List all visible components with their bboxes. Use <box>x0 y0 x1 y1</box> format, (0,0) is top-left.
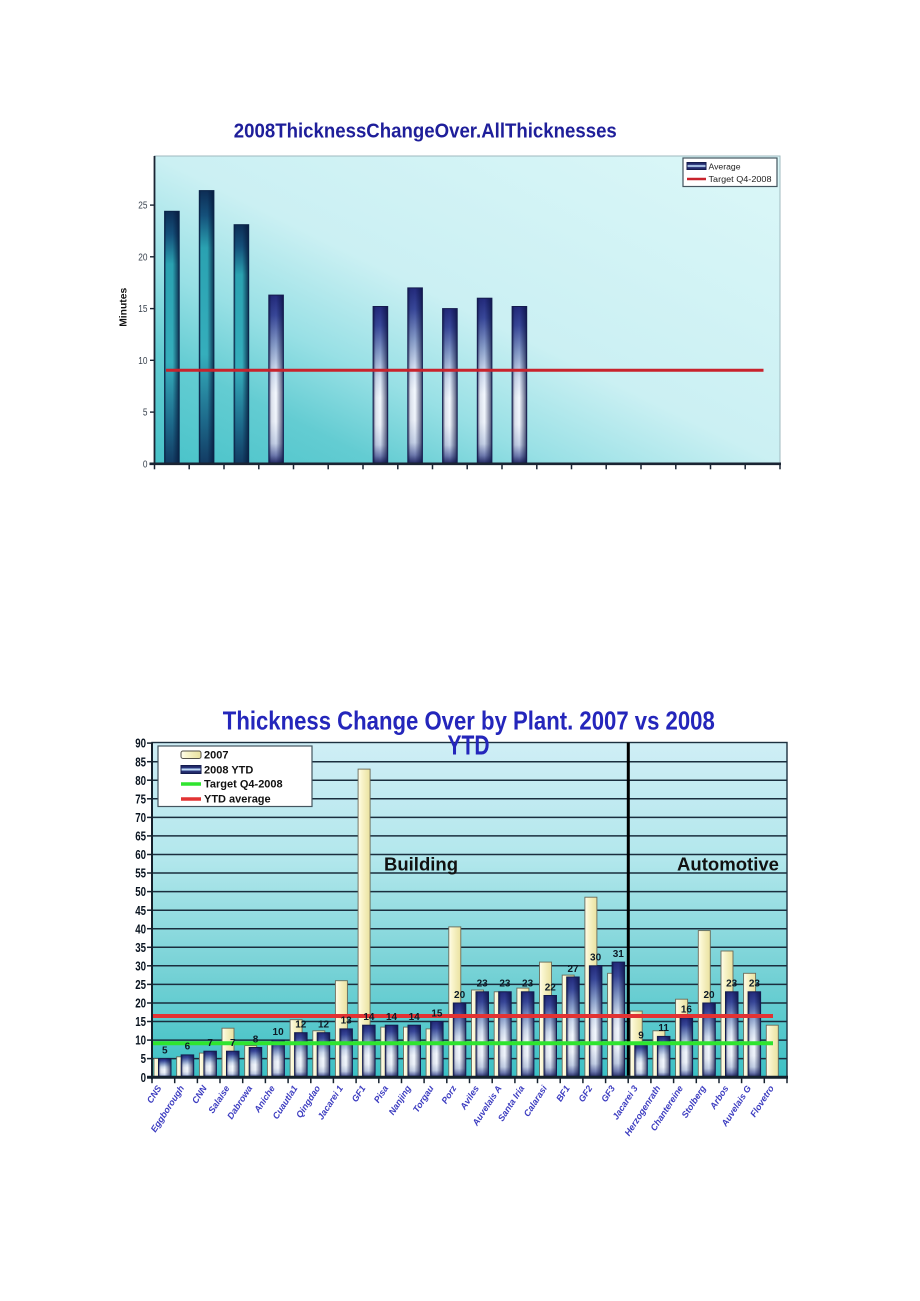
svg-text:14: 14 <box>386 1012 398 1023</box>
svg-text:Target Q4-2008: Target Q4-2008 <box>204 779 283 791</box>
svg-text:15: 15 <box>135 1014 146 1029</box>
svg-text:27: 27 <box>567 964 579 975</box>
svg-text:Aviles: Aviles <box>458 1084 481 1113</box>
svg-text:5: 5 <box>141 1051 146 1066</box>
svg-text:2008 YTD: 2008 YTD <box>204 765 253 777</box>
svg-text:Automotive: Automotive <box>677 855 779 875</box>
svg-text:10: 10 <box>273 1027 285 1038</box>
svg-text:GF3: GF3 <box>599 1084 617 1104</box>
svg-text:20: 20 <box>135 996 146 1011</box>
svg-text:20: 20 <box>703 990 715 1001</box>
svg-text:23: 23 <box>499 979 511 990</box>
svg-text:85: 85 <box>135 754 146 769</box>
svg-text:5: 5 <box>143 408 148 419</box>
svg-text:90: 90 <box>135 736 146 751</box>
svg-text:15: 15 <box>431 1008 443 1019</box>
svg-text:Calarasi: Calarasi <box>522 1083 550 1118</box>
svg-text:Porz: Porz <box>439 1083 458 1105</box>
svg-text:Target Q4-2008: Target Q4-2008 <box>709 175 773 184</box>
svg-text:35: 35 <box>135 940 146 955</box>
svg-text:10: 10 <box>135 1033 146 1048</box>
svg-text:23: 23 <box>522 979 534 990</box>
svg-text:14: 14 <box>409 1012 421 1023</box>
svg-text:25: 25 <box>135 977 146 992</box>
svg-text:31: 31 <box>613 949 625 960</box>
svg-text:20: 20 <box>454 990 466 1001</box>
svg-text:Average: Average <box>709 163 742 172</box>
svg-text:Building: Building <box>384 855 458 875</box>
svg-text:20: 20 <box>138 252 148 263</box>
svg-text:2008ThicknessChangeOver.AllThi: 2008ThicknessChangeOver.AllThicknesses <box>234 121 617 143</box>
svg-text:11: 11 <box>658 1023 669 1034</box>
svg-text:CNS: CNS <box>145 1084 164 1105</box>
svg-text:YTD average: YTD average <box>204 794 271 806</box>
svg-text:Arbos: Arbos <box>707 1084 730 1112</box>
svg-text:23: 23 <box>749 979 761 990</box>
svg-text:6: 6 <box>185 1042 191 1053</box>
svg-text:13: 13 <box>341 1016 353 1027</box>
svg-text:70: 70 <box>135 810 146 825</box>
svg-text:YTD: YTD <box>448 730 490 761</box>
svg-text:Minutes: Minutes <box>119 287 130 326</box>
svg-text:Pisa: Pisa <box>372 1084 390 1105</box>
svg-text:45: 45 <box>135 903 146 918</box>
svg-text:7: 7 <box>207 1038 213 1049</box>
svg-text:30: 30 <box>135 958 146 973</box>
svg-text:GF1: GF1 <box>350 1084 368 1104</box>
svg-text:9: 9 <box>638 1031 644 1042</box>
svg-text:10: 10 <box>138 356 148 367</box>
svg-text:75: 75 <box>135 791 146 806</box>
svg-text:25: 25 <box>138 201 148 212</box>
svg-text:55: 55 <box>135 866 146 881</box>
svg-text:8: 8 <box>253 1034 259 1045</box>
svg-text:22: 22 <box>545 982 557 993</box>
svg-text:Torgau: Torgau <box>411 1083 436 1114</box>
svg-text:23: 23 <box>726 979 738 990</box>
svg-text:GF2: GF2 <box>576 1084 594 1104</box>
svg-text:Thickness Change Over by Plant: Thickness Change Over by Plant. 2007 vs … <box>223 706 715 736</box>
svg-text:2007: 2007 <box>204 750 228 762</box>
svg-text:12: 12 <box>318 1020 330 1031</box>
svg-text:12: 12 <box>295 1020 307 1031</box>
svg-text:65: 65 <box>135 829 146 844</box>
svg-text:80: 80 <box>135 773 146 788</box>
svg-text:7: 7 <box>230 1038 236 1049</box>
svg-text:40: 40 <box>135 921 146 936</box>
svg-text:BF1: BF1 <box>554 1084 572 1104</box>
svg-text:CNN: CNN <box>190 1083 209 1105</box>
svg-text:0: 0 <box>143 459 148 470</box>
svg-text:16: 16 <box>681 1005 693 1016</box>
svg-text:23: 23 <box>477 979 489 990</box>
svg-text:5: 5 <box>162 1045 168 1056</box>
svg-text:Nanjing: Nanjing <box>387 1083 414 1117</box>
svg-text:60: 60 <box>135 847 146 862</box>
svg-text:0: 0 <box>141 1070 146 1085</box>
svg-text:30: 30 <box>590 953 602 964</box>
svg-text:50: 50 <box>135 884 146 899</box>
svg-text:14: 14 <box>363 1012 375 1023</box>
svg-text:15: 15 <box>138 304 148 315</box>
